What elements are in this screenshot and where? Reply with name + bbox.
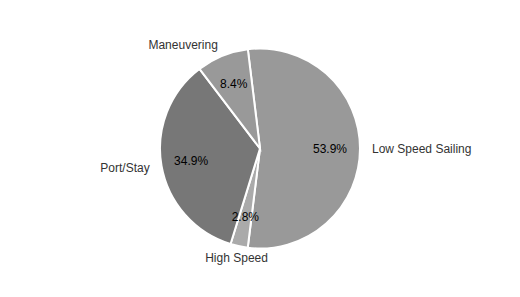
svg-text:8.4%: 8.4% <box>220 77 248 91</box>
svg-text:High Speed: High Speed <box>205 251 268 265</box>
svg-text:34.9%: 34.9% <box>174 154 208 168</box>
svg-text:2.8%: 2.8% <box>232 210 260 224</box>
svg-text:53.9%: 53.9% <box>313 142 347 156</box>
svg-text:Maneuvering: Maneuvering <box>148 38 217 52</box>
svg-text:Port/Stay: Port/Stay <box>100 161 149 175</box>
svg-text:Low Speed Sailing: Low Speed Sailing <box>372 142 471 156</box>
